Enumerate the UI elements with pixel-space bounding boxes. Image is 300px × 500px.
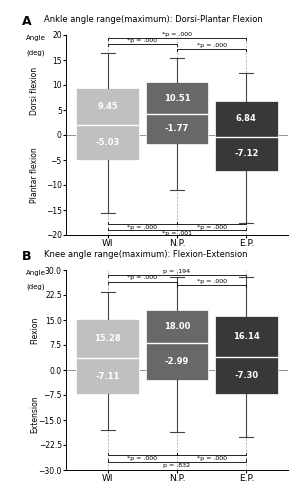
Text: *p = .000: *p = .000: [127, 456, 157, 461]
Bar: [215, 316, 278, 394]
Text: 15.28: 15.28: [94, 334, 121, 343]
Bar: [76, 319, 139, 394]
Text: Angle: Angle: [26, 270, 46, 276]
Text: *p = .000: *p = .000: [197, 43, 227, 48]
Text: 16.14: 16.14: [233, 332, 260, 341]
Text: Plantar flexion: Plantar flexion: [30, 147, 39, 203]
Text: A: A: [22, 15, 31, 28]
Text: 9.45: 9.45: [97, 102, 118, 111]
Text: -1.77: -1.77: [165, 124, 189, 134]
Text: 10.51: 10.51: [164, 94, 190, 102]
Text: -7.30: -7.30: [234, 371, 258, 380]
Text: p = .194: p = .194: [164, 269, 190, 274]
Text: p = .832: p = .832: [164, 463, 190, 468]
Text: Knee angle range(maximum): Flexion-Extension: Knee angle range(maximum): Flexion-Exten…: [44, 250, 247, 259]
Text: (deg): (deg): [26, 284, 44, 290]
Text: Flexion: Flexion: [30, 316, 39, 344]
Bar: [76, 88, 139, 160]
Text: -2.99: -2.99: [165, 357, 189, 366]
Text: Extension: Extension: [30, 395, 39, 433]
Text: *p = .000: *p = .000: [162, 32, 192, 37]
Text: B: B: [22, 250, 31, 263]
Text: *p = .000: *p = .000: [127, 225, 157, 230]
Text: -7.12: -7.12: [234, 149, 259, 158]
Text: -5.03: -5.03: [95, 138, 120, 147]
Text: *p = .001: *p = .001: [162, 231, 192, 236]
Text: *p = .000: *p = .000: [197, 456, 227, 461]
Text: Angle: Angle: [26, 35, 46, 41]
Text: 18.00: 18.00: [164, 322, 190, 331]
Text: Dorsi flexion: Dorsi flexion: [30, 67, 39, 115]
Text: 6.84: 6.84: [236, 114, 257, 123]
Bar: [146, 82, 208, 144]
Text: (deg): (deg): [26, 49, 44, 56]
Text: *p = .000: *p = .000: [197, 225, 227, 230]
Text: *p = .000: *p = .000: [127, 38, 157, 43]
Bar: [215, 101, 278, 170]
Text: *p = .000: *p = .000: [197, 279, 227, 284]
Text: -7.11: -7.11: [95, 372, 120, 380]
Text: Ankle angle range(maximum): Dorsi-Plantar Flexion: Ankle angle range(maximum): Dorsi-Planta…: [44, 15, 262, 24]
Text: *p = .000: *p = .000: [127, 276, 157, 280]
Bar: [146, 310, 208, 380]
